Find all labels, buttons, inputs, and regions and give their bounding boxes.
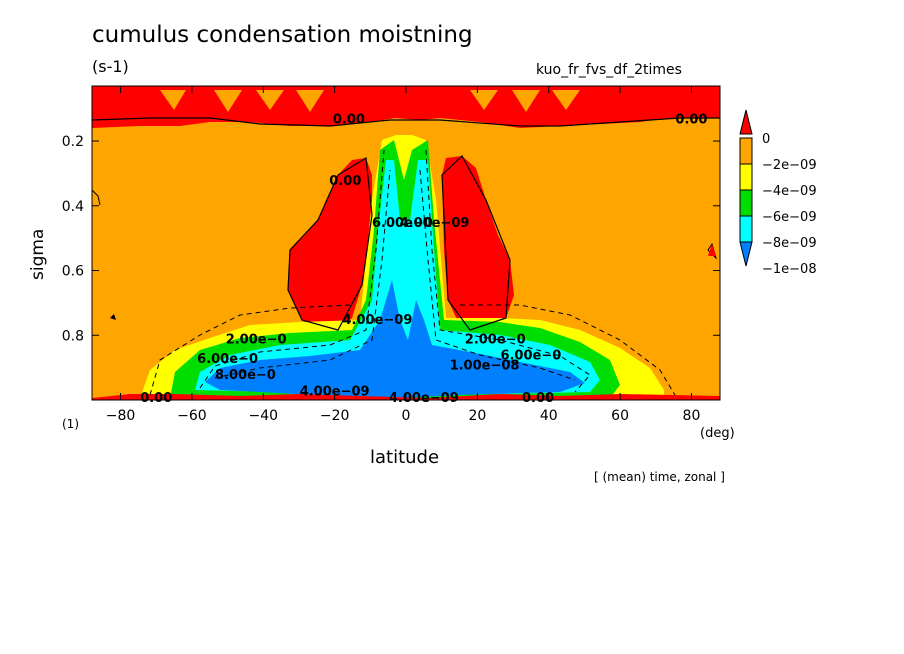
x-axis-title: latitude bbox=[370, 447, 440, 468]
contour-label: 4.00e−09 bbox=[389, 391, 459, 406]
x-tick-label: 80 bbox=[683, 408, 701, 424]
colorbar-label: −2e−09 bbox=[762, 158, 817, 173]
contour-label: 4.00e−09 bbox=[343, 313, 413, 328]
contour-label: 6.00e−0 bbox=[372, 216, 433, 231]
colorbar-top-arrow bbox=[739, 109, 753, 135]
contour-label: 6.00e−0 bbox=[197, 352, 258, 367]
x-tick-label: −20 bbox=[320, 408, 350, 424]
y-tick-label: 0.6 bbox=[62, 264, 84, 280]
x-tick-label: −40 bbox=[248, 408, 278, 424]
contour-label: 6.00e−0 bbox=[500, 349, 561, 364]
contour-label: 2.00e−0 bbox=[465, 332, 526, 347]
y-tick-label: 0.2 bbox=[62, 134, 84, 150]
x-tick-label: 0 bbox=[402, 408, 411, 424]
y-unit-label: (1) bbox=[62, 417, 79, 431]
y-ticks: 0.2 0.4 0.6 0.8 bbox=[62, 134, 720, 344]
field-level-red-right bbox=[442, 156, 514, 330]
contour-label: 2.00e−0 bbox=[226, 332, 287, 347]
field-spot-left-edge bbox=[110, 314, 116, 320]
colorbar-bottom-arrow bbox=[739, 241, 753, 267]
colorbar-segment bbox=[739, 215, 753, 243]
contour-label: 0.00 bbox=[140, 391, 172, 406]
plot-fill bbox=[92, 86, 720, 400]
contour-label: 0.00 bbox=[329, 174, 361, 189]
contour-label: 0.00 bbox=[675, 112, 707, 127]
y-tick-label: 0.8 bbox=[62, 328, 84, 344]
x-tick-label: 60 bbox=[611, 408, 629, 424]
contour-label: 0.00 bbox=[333, 112, 365, 127]
x-tick-label: 20 bbox=[468, 408, 486, 424]
colorbar-label: −1e−08 bbox=[762, 262, 817, 277]
colorbar-label: −4e−09 bbox=[762, 184, 817, 199]
contour-zero-top bbox=[92, 117, 720, 127]
contour-label: 0.00 bbox=[522, 391, 554, 406]
x-ticks: −80 −60 −40 −20 0 20 40 60 80 bbox=[106, 86, 701, 424]
contour-label: 4.00e−09 bbox=[400, 216, 470, 231]
averaging-note: [ (mean) time, zonal ] bbox=[594, 470, 725, 484]
run-label: kuo_fr_fvs_df_2times bbox=[536, 62, 682, 78]
colorbar-segment bbox=[739, 163, 753, 191]
contour-dashed-core bbox=[214, 169, 576, 381]
field-level-cyan bbox=[195, 160, 600, 394]
colorbar-segment bbox=[739, 137, 753, 165]
field-spot-right-edge bbox=[708, 244, 716, 256]
orange-notches bbox=[160, 90, 580, 112]
contour-zero-left bbox=[287, 156, 373, 331]
contour-label: 4.00e−09 bbox=[300, 384, 370, 399]
field-level-blue bbox=[205, 280, 585, 398]
contour-dashed-outer bbox=[149, 304, 676, 396]
field-level-red-left bbox=[288, 158, 372, 335]
colorbar-label: 0 bbox=[762, 132, 770, 147]
chart-title: cumulus condensation moistning bbox=[92, 22, 473, 48]
colorbar-label: −8e−09 bbox=[762, 236, 817, 251]
contour-label: 8.00e−0 bbox=[215, 368, 276, 383]
x-unit-label: (deg) bbox=[700, 426, 735, 441]
colorbar: 0 −2e−09 −4e−09 −6e−09 −8e−09 −1e−08 bbox=[739, 109, 817, 277]
x-tick-label: −60 bbox=[177, 408, 207, 424]
colorbar-segment bbox=[739, 189, 753, 217]
x-tick-label: −80 bbox=[106, 408, 136, 424]
y-tick-label: 0.4 bbox=[62, 199, 84, 215]
field-level-red-surface bbox=[92, 394, 720, 400]
contour-dashed-inner bbox=[199, 149, 591, 393]
contour-label: 1.00e−08 bbox=[450, 358, 520, 373]
x-tick-label: 40 bbox=[540, 408, 558, 424]
contour-labels: 0.00 0.00 0.00 0.00 0.00 2.00e−0 2.00e−0 6.00e−… bbox=[140, 112, 707, 405]
contour-zero-right bbox=[441, 155, 511, 331]
colorbar-label: −6e−09 bbox=[762, 210, 817, 225]
units-label: (s-1) bbox=[92, 57, 129, 76]
